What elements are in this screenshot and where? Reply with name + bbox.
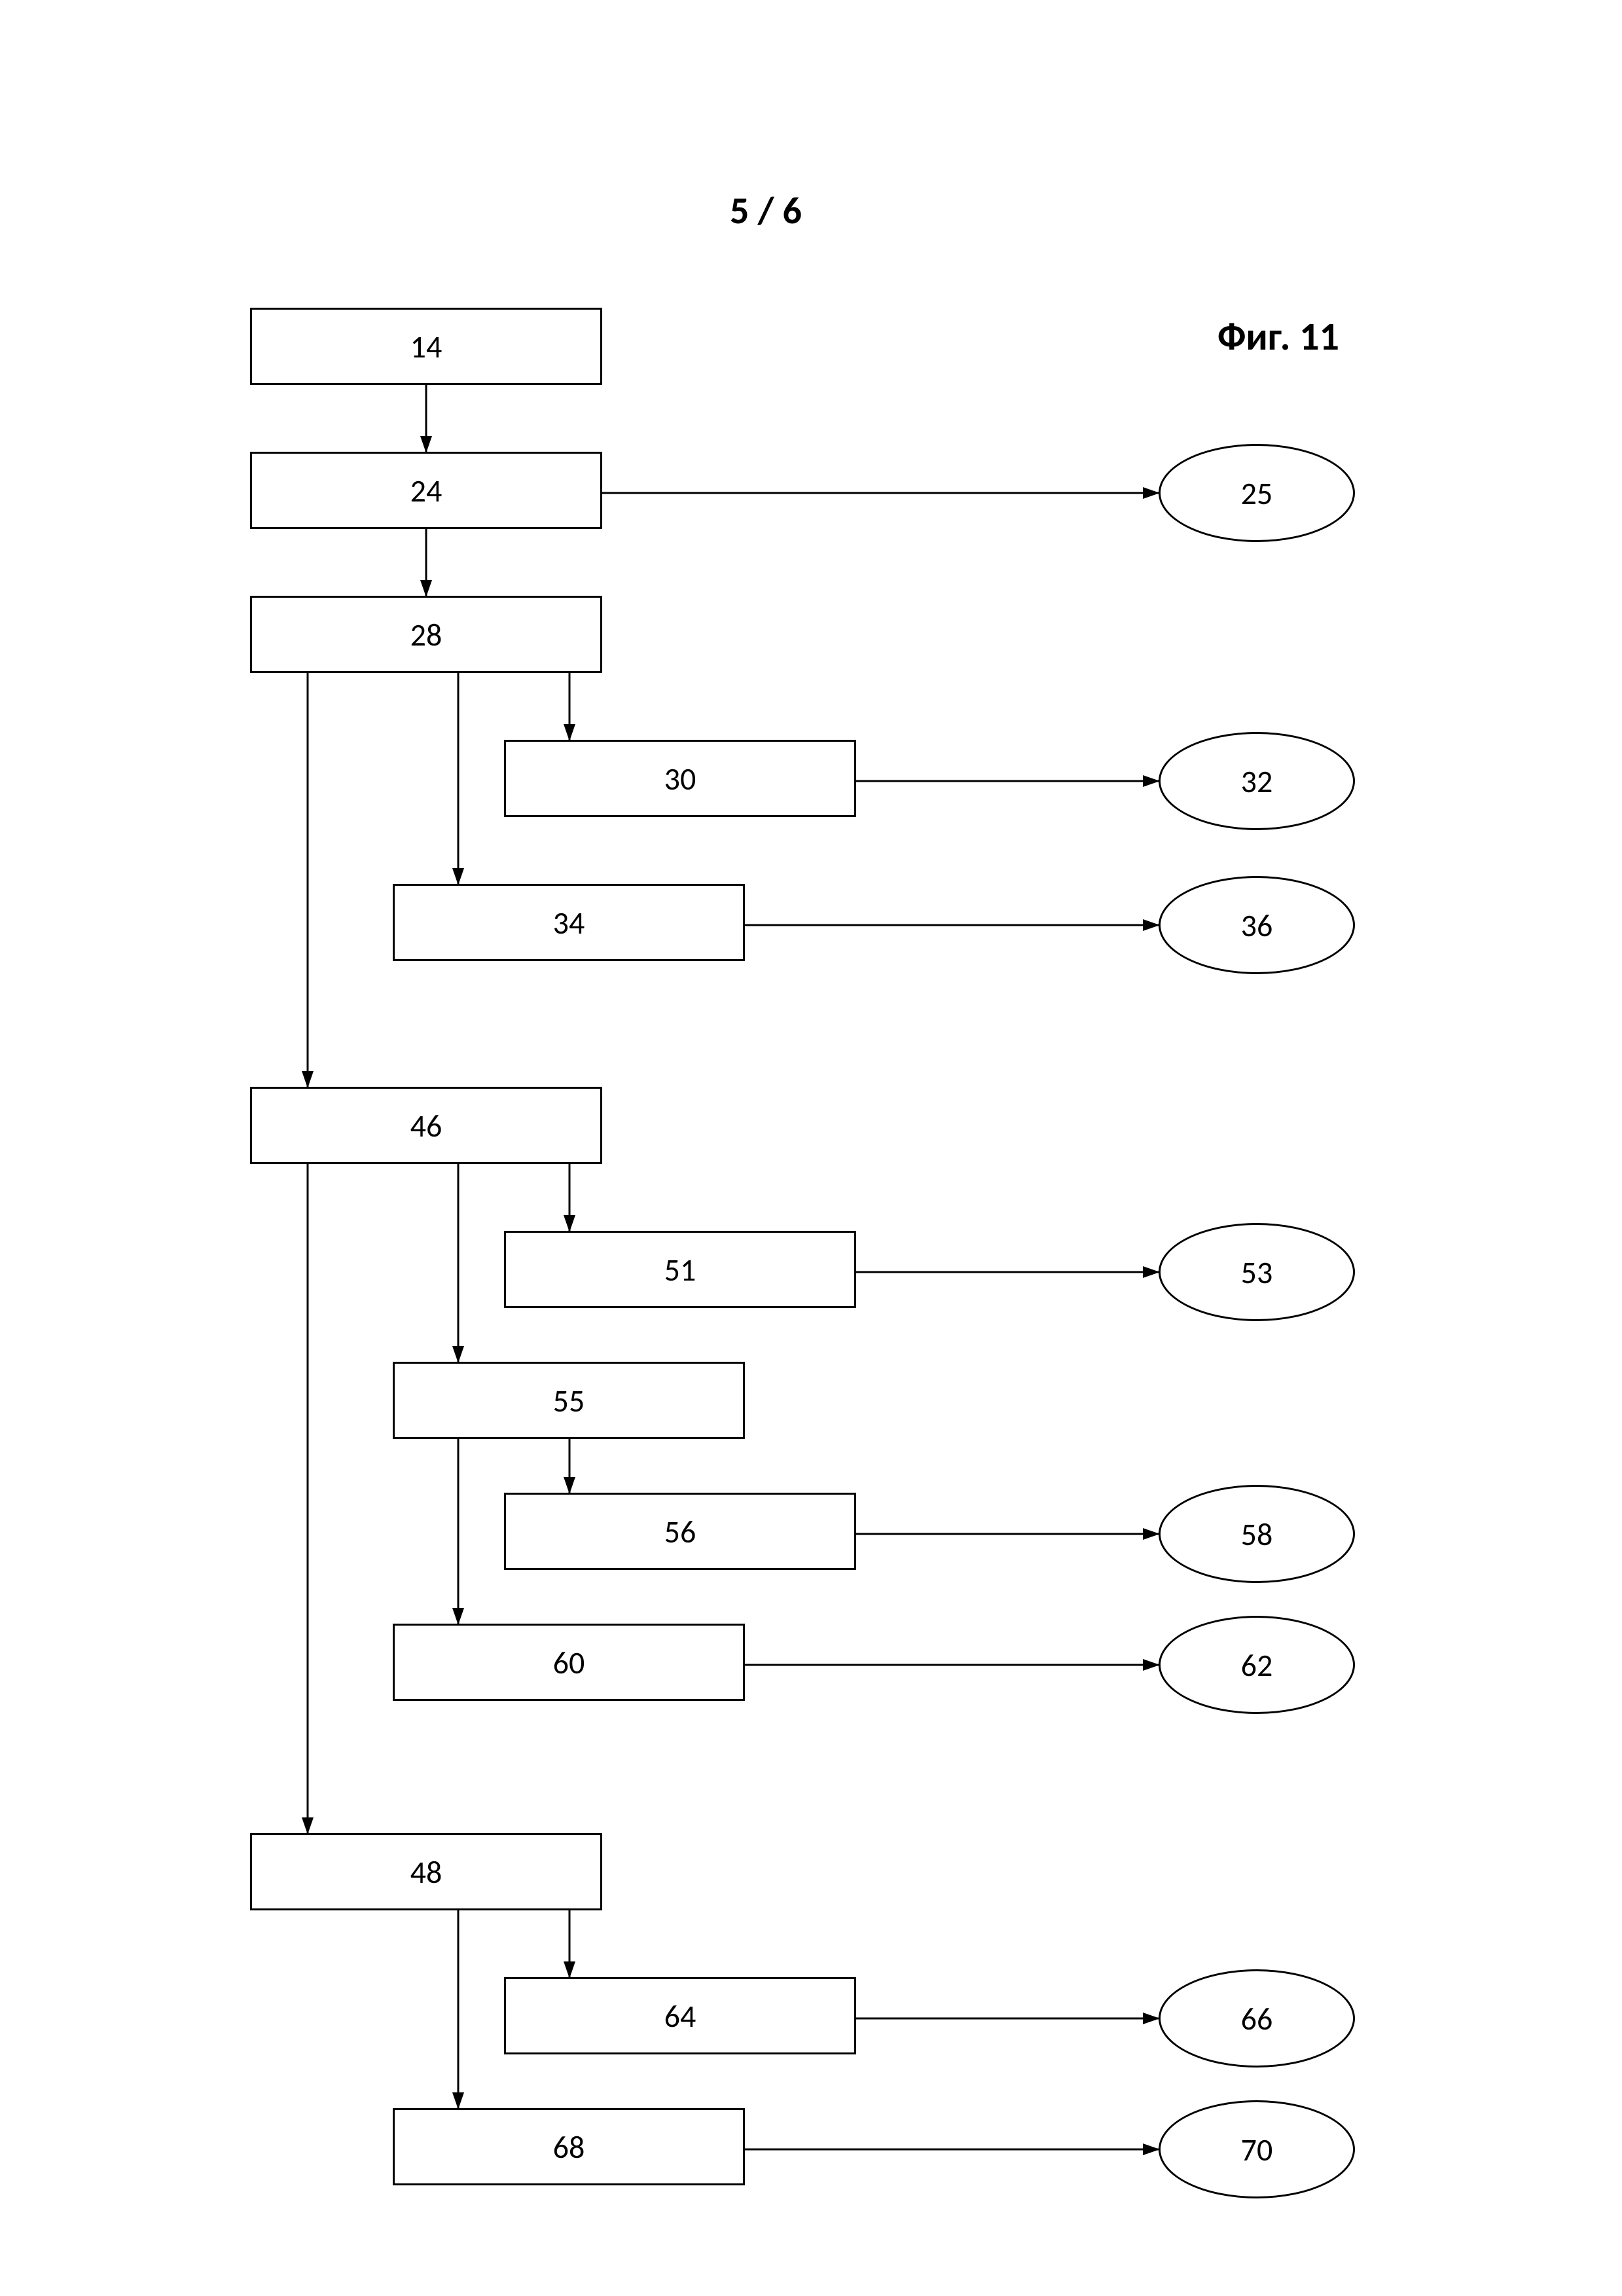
ellipse-node-70: 70 (1159, 2100, 1355, 2198)
rect-node-64: 64 (504, 1977, 856, 2054)
rect-node-60: 60 (393, 1624, 745, 1701)
rect-node-55: 55 (393, 1362, 745, 1439)
ellipse-node-53: 53 (1159, 1223, 1355, 1321)
rect-node-34: 34 (393, 884, 745, 961)
rect-node-51: 51 (504, 1231, 856, 1308)
rect-node-46: 46 (250, 1087, 602, 1164)
flowchart-canvas: 5 / 6 Фиг. 11 14 24 25 28 30 32 34 36 46 51 53 55 56… (0, 0, 1622, 2296)
rect-node-48: 48 (250, 1833, 602, 1910)
ellipse-node-62: 62 (1159, 1616, 1355, 1714)
ellipse-node-66: 66 (1159, 1969, 1355, 2068)
rect-node-14: 14 (250, 308, 602, 385)
edges-layer (0, 0, 1622, 2296)
ellipse-node-58: 58 (1159, 1485, 1355, 1583)
rect-node-24: 24 (250, 452, 602, 529)
rect-node-28: 28 (250, 596, 602, 673)
ellipse-node-36: 36 (1159, 876, 1355, 974)
rect-node-30: 30 (504, 740, 856, 817)
rect-node-56: 56 (504, 1493, 856, 1570)
rect-node-68: 68 (393, 2108, 745, 2185)
ellipse-node-32: 32 (1159, 732, 1355, 830)
page-number: 5 / 6 (730, 187, 802, 234)
ellipse-node-25: 25 (1159, 444, 1355, 542)
figure-label: Фиг. 11 (1217, 313, 1339, 361)
